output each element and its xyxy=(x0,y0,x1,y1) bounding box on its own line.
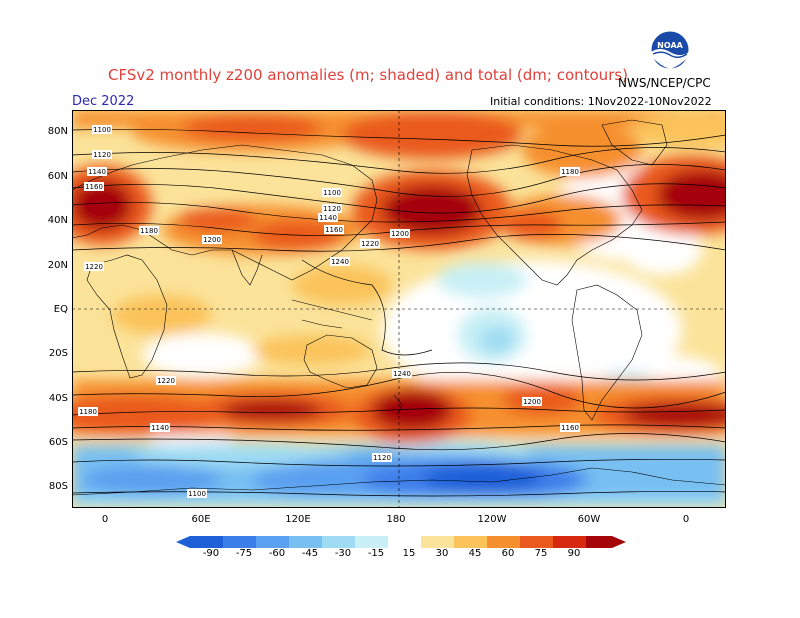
colorbar-label: 45 xyxy=(468,548,482,559)
svg-text:1240: 1240 xyxy=(393,370,411,378)
colorbar-label: 90 xyxy=(567,548,581,559)
colorbar-label: -60 xyxy=(268,548,286,559)
lon-label: 120W xyxy=(477,514,507,525)
colorbar-label: -90 xyxy=(202,548,220,559)
lon-label: 60E xyxy=(191,514,211,525)
colorbar-label: -15 xyxy=(367,548,385,559)
svg-text:1200: 1200 xyxy=(523,398,541,406)
svg-text:1100: 1100 xyxy=(323,189,341,197)
svg-text:1140: 1140 xyxy=(319,214,337,222)
colorbar-label: 75 xyxy=(534,548,548,559)
svg-text:1200: 1200 xyxy=(203,236,221,244)
svg-text:1140: 1140 xyxy=(151,424,169,432)
lat-label: EQ xyxy=(53,304,68,315)
lat-label: 40N xyxy=(47,215,68,226)
anomaly-map: 1100 1120 1140 1160 1180 1200 1220 1240 … xyxy=(72,110,726,508)
lat-label: 20N xyxy=(47,260,68,271)
svg-text:1240: 1240 xyxy=(331,258,349,266)
colorbar-arrow-right xyxy=(612,536,626,548)
svg-text:1160: 1160 xyxy=(85,183,103,191)
initial-conditions: Initial conditions: 1Nov2022-10Nov2022 xyxy=(490,95,712,108)
svg-text:1220: 1220 xyxy=(361,240,379,248)
colorbar-label: 60 xyxy=(501,548,515,559)
colorbar-label: -45 xyxy=(301,548,319,559)
svg-text:1120: 1120 xyxy=(373,454,391,462)
lon-label: 180 xyxy=(386,514,406,525)
colorbar-arrow-left xyxy=(176,536,190,548)
svg-text:1220: 1220 xyxy=(157,377,175,385)
coastlines xyxy=(72,119,726,496)
map-frame xyxy=(72,110,726,508)
svg-text:1100: 1100 xyxy=(93,126,111,134)
agency-label: NWS/NCEP/CPC xyxy=(618,76,711,90)
svg-text:1120: 1120 xyxy=(93,151,111,159)
chart-title: CFSv2 monthly z200 anomalies (m; shaded)… xyxy=(108,66,629,84)
logo-text: NOAA xyxy=(657,41,683,50)
lon-label: 60W xyxy=(577,514,601,525)
svg-text:1180: 1180 xyxy=(561,168,579,176)
grid-lines xyxy=(72,110,726,508)
colorbar-label: 15 xyxy=(402,548,416,559)
svg-text:1160: 1160 xyxy=(561,424,579,432)
lat-label: 80S xyxy=(48,481,68,492)
svg-text:1180: 1180 xyxy=(79,408,97,416)
lat-label: 40S xyxy=(48,393,68,404)
lon-label: 0 xyxy=(101,514,109,525)
contour-labels: 1100 1120 1140 1160 1180 1200 1220 1240 … xyxy=(78,125,580,498)
svg-text:1200: 1200 xyxy=(391,230,409,238)
lon-label: 120E xyxy=(285,514,311,525)
colorbar-label: 30 xyxy=(435,548,449,559)
lat-label: 80N xyxy=(47,126,68,137)
lat-label: 60S xyxy=(48,437,68,448)
svg-text:1180: 1180 xyxy=(140,227,158,235)
noaa-logo-icon: NOAA xyxy=(650,30,690,70)
svg-text:1220: 1220 xyxy=(85,263,103,271)
forecast-month: Dec 2022 xyxy=(72,94,135,109)
svg-text:1100: 1100 xyxy=(188,490,206,498)
contour-lines xyxy=(72,128,726,497)
colorbar xyxy=(176,536,626,548)
lon-label: 0 xyxy=(682,514,690,525)
lat-label: 60N xyxy=(47,171,68,182)
svg-text:1120: 1120 xyxy=(323,205,341,213)
lat-label: 20S xyxy=(48,348,68,359)
colorbar-label: -30 xyxy=(334,548,352,559)
svg-text:1160: 1160 xyxy=(325,226,343,234)
svg-text:1140: 1140 xyxy=(88,168,106,176)
colorbar-label: -75 xyxy=(235,548,253,559)
